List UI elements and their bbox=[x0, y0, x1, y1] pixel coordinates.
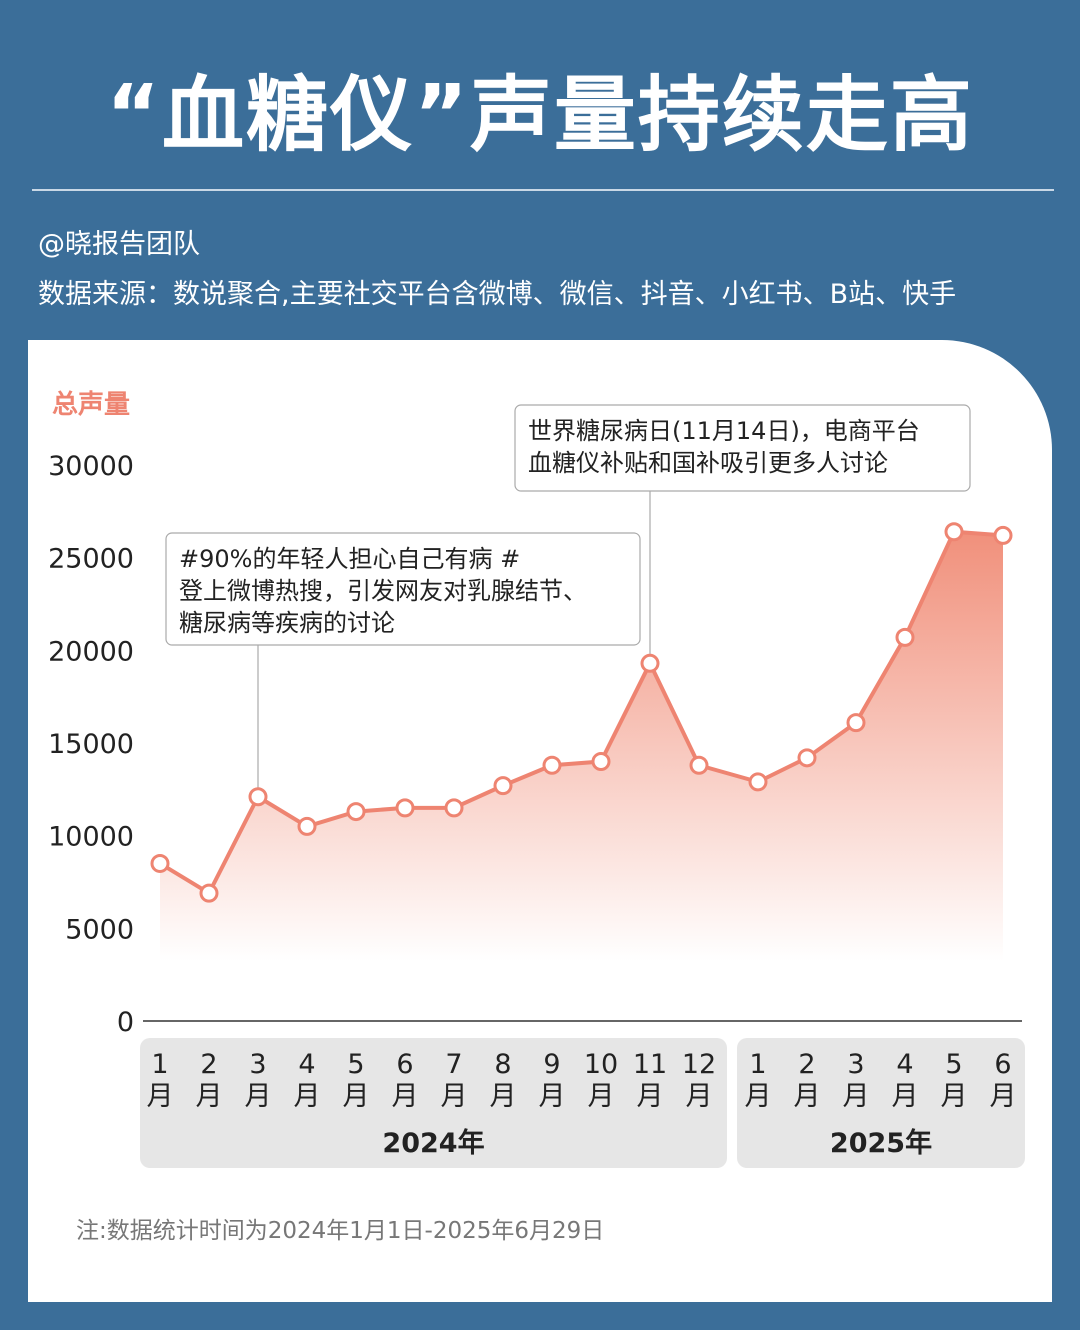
x-tick-label: 3 bbox=[847, 1049, 864, 1080]
x-tick-label: 4 bbox=[298, 1049, 315, 1080]
data-point bbox=[748, 772, 768, 792]
x-tick-label: 6 bbox=[396, 1049, 413, 1080]
footnote: 注:数据统计时间为2024年1月1日-2025年6月29日 bbox=[76, 1218, 604, 1244]
x-tick-label: 5 bbox=[347, 1049, 364, 1080]
author: @晓报告团队 bbox=[38, 229, 200, 260]
data-point bbox=[591, 752, 611, 772]
x-tick-label: 月 bbox=[490, 1081, 517, 1112]
annotation-box bbox=[165, 532, 641, 646]
data-point bbox=[944, 522, 964, 542]
x-tick-label: 月 bbox=[745, 1081, 772, 1112]
data-point bbox=[640, 653, 660, 673]
data-source: 数据来源：数说聚合,主要社交平台含微博、微信、抖音、小红书、B站、快手 bbox=[38, 279, 957, 310]
annotation-box bbox=[514, 404, 971, 492]
divider bbox=[32, 189, 1054, 191]
x-tick-label: 9 bbox=[543, 1049, 560, 1080]
data-point bbox=[444, 798, 464, 818]
x-tick-label: 月 bbox=[539, 1081, 566, 1112]
y-tick-label: 30000 bbox=[48, 451, 134, 482]
x-tick-label: 2 bbox=[798, 1049, 815, 1080]
x-tick-label: 月 bbox=[843, 1081, 870, 1112]
x-tick-label: 月 bbox=[588, 1081, 615, 1112]
y-tick-label: 25000 bbox=[48, 544, 134, 575]
x-tick-label: 2 bbox=[200, 1049, 217, 1080]
x-tick-label: 月 bbox=[990, 1081, 1017, 1112]
annotation-text: 血糖仪补贴和国补吸引更多人讨论 bbox=[528, 449, 888, 477]
x-tick-label: 3 bbox=[249, 1049, 266, 1080]
x-tick-label: 月 bbox=[794, 1081, 821, 1112]
area-fill bbox=[160, 531, 1003, 961]
x-tick-label: 月 bbox=[196, 1081, 223, 1112]
data-point bbox=[895, 627, 915, 647]
data-point bbox=[993, 525, 1013, 545]
page-title: “血糖仪”声量持续走高 bbox=[106, 68, 974, 163]
x-tick-label: 8 bbox=[494, 1049, 511, 1080]
data-point bbox=[493, 776, 513, 796]
x-tick-label: 月 bbox=[686, 1081, 713, 1112]
data-point bbox=[689, 755, 709, 775]
data-point bbox=[797, 748, 817, 768]
x-tick-label: 月 bbox=[941, 1081, 968, 1112]
x-tick-label: 月 bbox=[294, 1081, 321, 1112]
x-tick-label: 1 bbox=[151, 1049, 168, 1080]
x-tick-label: 7 bbox=[445, 1049, 462, 1080]
data-point bbox=[395, 798, 415, 818]
annotation-text: 登上微博热搜，引发网友对乳腺结节、 bbox=[179, 577, 587, 605]
x-tick-label: 11 bbox=[633, 1049, 667, 1080]
x-tick-label: 月 bbox=[441, 1081, 468, 1112]
annotation-text: 世界糖尿病日(11月14日)，电商平台 bbox=[528, 417, 920, 445]
x-tick-label: 10 bbox=[584, 1049, 618, 1080]
y-tick-label: 5000 bbox=[65, 914, 134, 945]
x-tick-label: 月 bbox=[147, 1081, 174, 1112]
annotation-text: #90%的年轻人担心自己有病 # bbox=[179, 545, 520, 573]
x-tick-label: 5 bbox=[945, 1049, 962, 1080]
year-label: 2025年 bbox=[830, 1127, 932, 1159]
y-tick-label: 20000 bbox=[48, 636, 134, 667]
data-point bbox=[346, 802, 366, 822]
x-tick-label: 6 bbox=[994, 1049, 1011, 1080]
series-line bbox=[158, 529, 1004, 896]
x-tick-label: 月 bbox=[245, 1081, 272, 1112]
y-tick-label: 10000 bbox=[48, 822, 134, 853]
y-tick-label: 15000 bbox=[48, 729, 134, 760]
x-tick-label: 月 bbox=[392, 1081, 419, 1112]
x-tick-label: 月 bbox=[637, 1081, 664, 1112]
data-point bbox=[150, 853, 170, 873]
year-label: 2024年 bbox=[382, 1127, 484, 1159]
data-point bbox=[248, 787, 268, 807]
y-axis-label: 总声量 bbox=[52, 390, 130, 420]
year-box bbox=[737, 1038, 1025, 1168]
data-point bbox=[199, 883, 219, 903]
annotation-text: 糖尿病等疾病的讨论 bbox=[179, 609, 395, 637]
x-tick-label: 月 bbox=[892, 1081, 919, 1112]
x-tick-label: 4 bbox=[896, 1049, 913, 1080]
x-tick-label: 月 bbox=[343, 1081, 370, 1112]
y-tick-label: 0 bbox=[117, 1007, 134, 1038]
data-point bbox=[542, 755, 562, 775]
x-tick-label: 12 bbox=[682, 1049, 716, 1080]
x-tick-label: 1 bbox=[749, 1049, 766, 1080]
data-point bbox=[846, 713, 866, 733]
year-box bbox=[140, 1038, 727, 1168]
data-point bbox=[297, 816, 317, 836]
